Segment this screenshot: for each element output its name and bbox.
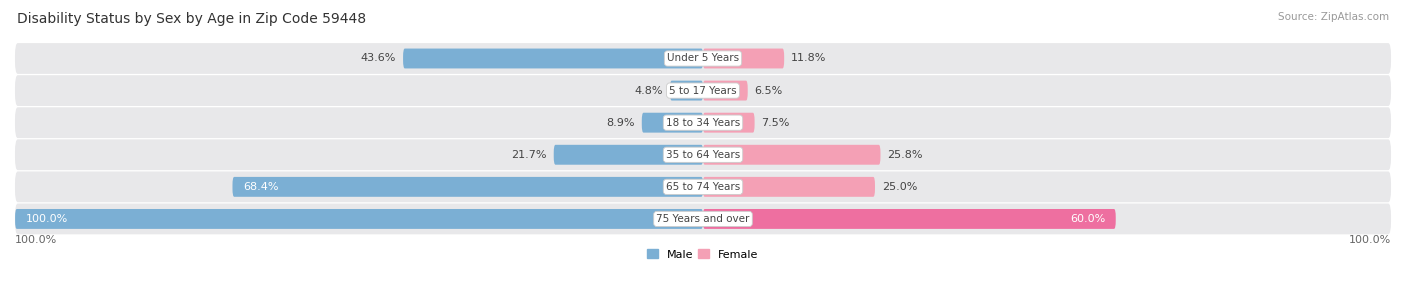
Text: 8.9%: 8.9% [606,118,636,128]
Text: 6.5%: 6.5% [755,86,783,95]
Text: Disability Status by Sex by Age in Zip Code 59448: Disability Status by Sex by Age in Zip C… [17,12,366,26]
FancyBboxPatch shape [15,107,1391,138]
Text: 11.8%: 11.8% [792,53,827,63]
FancyBboxPatch shape [703,177,875,197]
Text: 7.5%: 7.5% [762,118,790,128]
Text: 25.8%: 25.8% [887,150,922,160]
FancyBboxPatch shape [15,203,1391,234]
Text: 75 Years and over: 75 Years and over [657,214,749,224]
FancyBboxPatch shape [703,81,748,101]
Text: 25.0%: 25.0% [882,182,917,192]
Text: 100.0%: 100.0% [25,214,67,224]
FancyBboxPatch shape [15,43,1391,74]
FancyBboxPatch shape [703,113,755,133]
Legend: Male, Female: Male, Female [643,245,763,264]
FancyBboxPatch shape [703,48,785,68]
Text: 4.8%: 4.8% [634,86,664,95]
Text: 43.6%: 43.6% [361,53,396,63]
Text: Source: ZipAtlas.com: Source: ZipAtlas.com [1278,12,1389,22]
FancyBboxPatch shape [15,209,703,229]
Text: 65 to 74 Years: 65 to 74 Years [666,182,740,192]
FancyBboxPatch shape [641,113,703,133]
FancyBboxPatch shape [703,209,1116,229]
FancyBboxPatch shape [15,139,1391,170]
Text: Under 5 Years: Under 5 Years [666,53,740,63]
Text: 68.4%: 68.4% [243,182,278,192]
FancyBboxPatch shape [671,81,703,101]
Text: 21.7%: 21.7% [512,150,547,160]
FancyBboxPatch shape [232,177,703,197]
Text: 18 to 34 Years: 18 to 34 Years [666,118,740,128]
FancyBboxPatch shape [15,171,1391,202]
FancyBboxPatch shape [404,48,703,68]
FancyBboxPatch shape [703,145,880,165]
Text: 100.0%: 100.0% [1348,235,1391,245]
Text: 5 to 17 Years: 5 to 17 Years [669,86,737,95]
FancyBboxPatch shape [554,145,703,165]
Text: 100.0%: 100.0% [15,235,58,245]
FancyBboxPatch shape [15,75,1391,106]
Text: 35 to 64 Years: 35 to 64 Years [666,150,740,160]
Text: 60.0%: 60.0% [1070,214,1105,224]
